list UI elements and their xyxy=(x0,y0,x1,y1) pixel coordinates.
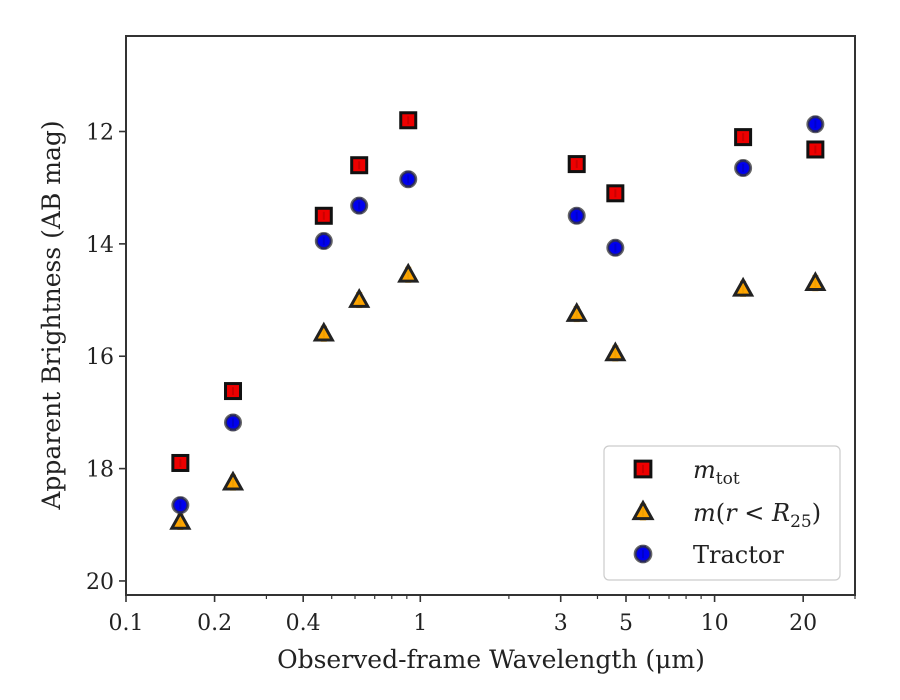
data-point-circle xyxy=(224,413,243,432)
legend-label-tractor: Tractor xyxy=(693,541,784,569)
y-tick-label: 18 xyxy=(86,458,114,483)
data-point-circle xyxy=(350,196,369,215)
data-point-circle xyxy=(606,238,625,257)
x-tick-label: 10 xyxy=(701,611,729,636)
x-tick-label: 20 xyxy=(789,611,817,636)
legend-label-mtot: mtot xyxy=(693,456,740,489)
legend-marker-circle xyxy=(633,544,653,564)
y-tick-label: 20 xyxy=(86,570,114,595)
data-point-square xyxy=(806,140,825,159)
series-circle xyxy=(171,115,825,515)
plot-frame xyxy=(125,35,856,596)
data-point-circle xyxy=(399,170,418,189)
y-tick-label: 14 xyxy=(86,233,114,258)
x-tick-label: 5 xyxy=(619,611,633,636)
data-point-square xyxy=(171,453,190,472)
data-point-triangle xyxy=(397,262,420,283)
data-point-triangle xyxy=(565,302,588,323)
y-tick-label: 12 xyxy=(86,121,114,146)
data-point-square xyxy=(734,128,753,147)
y-tick-label: 16 xyxy=(86,345,114,370)
series-square xyxy=(171,111,825,472)
axes: 0.1 0.2 0.4 1 3 5 10 20 12 14 16 18 20 xyxy=(86,35,856,636)
data-point-triangle xyxy=(604,341,627,362)
plot-area xyxy=(169,111,827,530)
data-point-triangle xyxy=(221,470,245,491)
data-point-circle xyxy=(567,206,586,225)
data-point-triangle xyxy=(312,321,335,342)
series-triangle xyxy=(169,262,827,530)
data-point-circle xyxy=(171,496,190,515)
x-axis-label: Observed-frame Wavelength (μm) xyxy=(277,645,705,674)
legend: mtot m(r < R25) Tractor xyxy=(603,445,841,581)
x-tick-label: 0.1 xyxy=(109,611,144,636)
data-point-square xyxy=(567,155,586,174)
data-point-square xyxy=(606,184,625,203)
x-tick-label: 0.4 xyxy=(286,611,321,636)
legend-label-m-r25: m(r < R25) xyxy=(693,499,821,532)
data-point-circle xyxy=(806,115,825,134)
y-axis-label: Apparent Brightness (AB mag) xyxy=(37,120,66,510)
data-point-triangle xyxy=(169,509,192,530)
data-point-triangle xyxy=(348,287,371,309)
x-tick-label: 3 xyxy=(554,611,568,636)
legend-box xyxy=(603,445,841,581)
data-point-square xyxy=(399,111,418,130)
data-point-triangle xyxy=(804,271,827,292)
x-tick-label: 0.2 xyxy=(197,611,232,636)
legend-markers xyxy=(631,459,655,564)
data-point-square xyxy=(350,156,369,175)
data-point-square xyxy=(224,382,243,401)
legend-marker-triangle xyxy=(631,499,655,521)
legend-marker-square xyxy=(633,459,653,479)
data-point-circle xyxy=(734,159,753,178)
data-point-triangle xyxy=(731,276,755,297)
x-tick-label: 1 xyxy=(413,611,427,636)
data-point-square xyxy=(314,206,333,225)
data-point-circle xyxy=(314,232,333,251)
